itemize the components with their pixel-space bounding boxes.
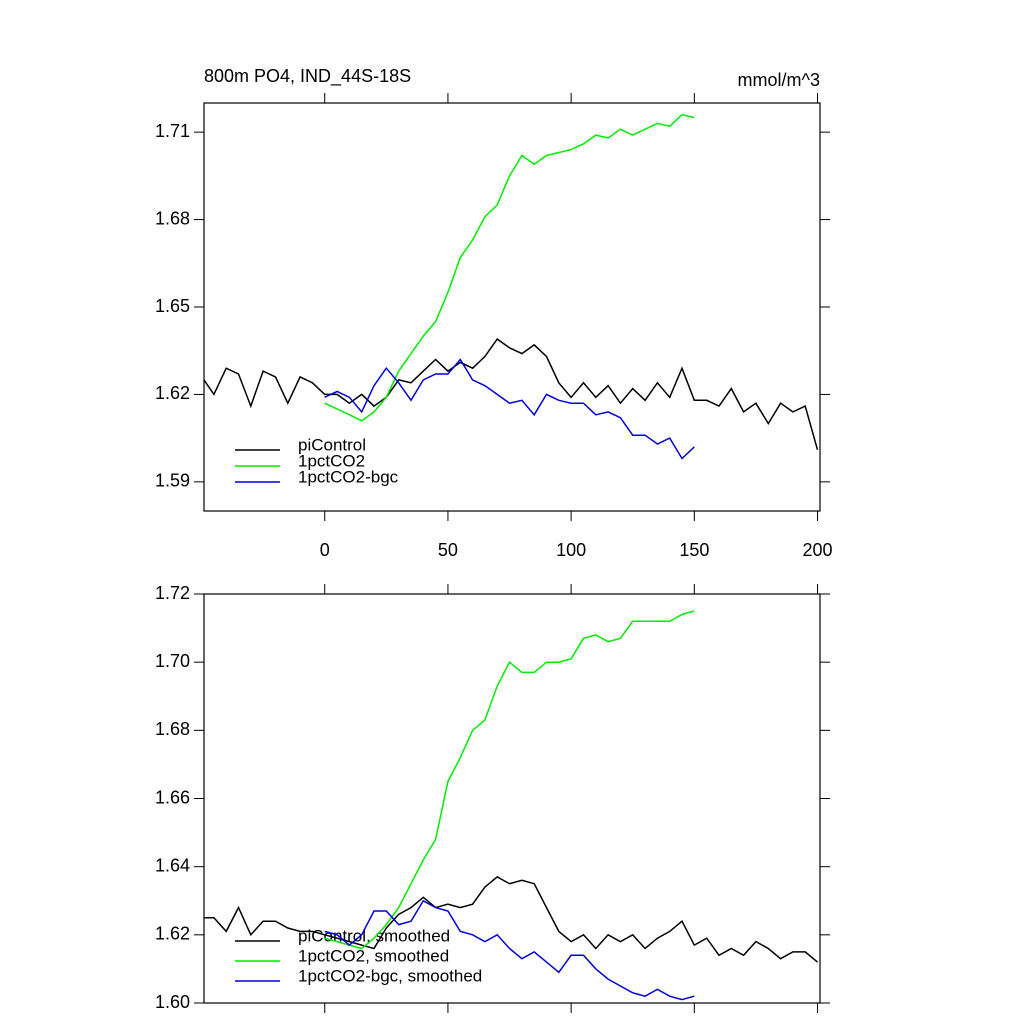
x-tick-label: 0 xyxy=(320,540,330,560)
series-line xyxy=(324,610,695,950)
y-tick-label: 1.71 xyxy=(155,121,190,141)
y-tick-label: 1.62 xyxy=(155,924,190,944)
y-tick-label: 1.60 xyxy=(155,992,190,1012)
y-tick-label: 1.68 xyxy=(155,719,190,739)
x-tick-label: 150 xyxy=(679,540,709,560)
y-tick-label: 1.66 xyxy=(155,787,190,807)
series-line xyxy=(324,899,695,1001)
y-tick-label: 1.65 xyxy=(155,296,190,316)
legend-label: piControl xyxy=(298,435,366,454)
y-tick-label: 1.68 xyxy=(155,208,190,228)
y-tick-label: 1.62 xyxy=(155,383,190,403)
legend-label: piControl, smoothed xyxy=(298,926,450,945)
y-tick-label: 1.72 xyxy=(155,583,190,603)
y-tick-label: 1.64 xyxy=(155,855,190,875)
y-tick-label: 1.70 xyxy=(155,651,190,671)
series-line xyxy=(204,875,818,963)
legend-label: 1pctCO2, smoothed xyxy=(298,946,449,965)
chart-title: 800m PO4, IND_44S-18S xyxy=(204,66,411,87)
x-tick-label: 200 xyxy=(803,540,833,560)
legend-label: 1pctCO2-bgc, smoothed xyxy=(298,966,482,985)
x-tick-label: 50 xyxy=(438,540,458,560)
plot-frame xyxy=(203,102,821,512)
series-line xyxy=(324,113,695,422)
plot-frame xyxy=(203,593,821,1004)
legend-label: 1pctCO2-bgc xyxy=(298,467,399,486)
x-tick-label: 100 xyxy=(556,540,586,560)
units-label: mmol/m^3 xyxy=(738,70,820,90)
series-line xyxy=(324,358,695,460)
y-tick-label: 1.59 xyxy=(155,471,190,491)
legend-label: 1pctCO2 xyxy=(298,451,365,470)
series-line xyxy=(203,338,819,451)
